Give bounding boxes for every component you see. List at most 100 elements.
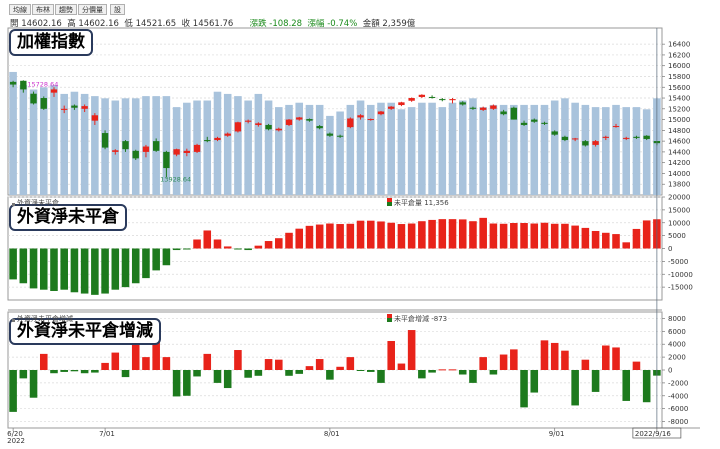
- pct-label: 漲幅: [307, 19, 325, 29]
- net-oi-bar: [520, 223, 528, 249]
- volume-bar: [295, 102, 304, 195]
- net-oi-bar: [305, 225, 314, 249]
- candle: [214, 136, 221, 142]
- change-value: -108.28: [269, 19, 303, 29]
- candle: [101, 130, 109, 150]
- candle-body: [265, 124, 272, 130]
- legend-swatch-icon: [387, 198, 392, 206]
- close-value: 14561.76: [192, 19, 234, 29]
- tab-bollinger[interactable]: 布林: [32, 4, 54, 15]
- delta-oi-bar: [581, 359, 590, 370]
- net-oi-bar: [223, 246, 232, 249]
- candle: [428, 95, 436, 99]
- net-oi-bar: [326, 223, 334, 249]
- candle: [520, 120, 528, 127]
- candle: [61, 105, 68, 114]
- volume-bar: [520, 104, 528, 195]
- candle-body: [193, 144, 201, 152]
- volume-bar: [70, 91, 79, 195]
- volume-bar: [9, 71, 17, 195]
- tab-price-volume[interactable]: 分價量: [78, 4, 107, 15]
- candle-body: [377, 111, 385, 115]
- candle-body: [561, 136, 569, 141]
- delta-oi-bar: [530, 370, 539, 393]
- delta-oi-bar: [326, 370, 334, 380]
- net-oi-bar: [80, 248, 89, 294]
- volume-bar: [612, 104, 620, 195]
- volume-bar: [642, 109, 651, 195]
- net-oi-bar: [50, 248, 58, 291]
- candle: [367, 118, 374, 121]
- net-oi-bar: [438, 219, 447, 249]
- open-value: 14602.16: [21, 19, 62, 29]
- net-oi-bar: [622, 242, 631, 249]
- candle: [602, 135, 609, 141]
- candle-body: [234, 122, 242, 132]
- tab-settings[interactable]: 設: [110, 4, 125, 15]
- candle-body: [152, 141, 160, 151]
- candle: [571, 137, 579, 142]
- candle: [633, 135, 640, 139]
- candle-body: [602, 136, 609, 138]
- delta-oi-bar: [101, 362, 109, 370]
- net-oi-bar: [346, 223, 355, 249]
- volume-bar: [29, 89, 38, 195]
- net-oi-bar: [244, 248, 252, 251]
- delta-oi-bar: [561, 350, 569, 370]
- net-oi-bar: [377, 221, 385, 249]
- net-oi-bar: [183, 248, 191, 250]
- candle: [173, 148, 180, 157]
- volume-bar: [111, 100, 120, 195]
- volume-bar: [254, 93, 263, 195]
- volume-bar: [244, 100, 252, 195]
- net-oi-bar: [213, 239, 222, 249]
- net-oi-bar: [29, 248, 38, 289]
- net-oi-bar: [479, 217, 487, 249]
- volume-bar: [346, 104, 355, 195]
- delta-oi-bar: [469, 370, 477, 383]
- candle-body: [520, 122, 528, 125]
- net-oi-bar: [458, 219, 467, 249]
- candle-body: [163, 151, 170, 169]
- y-tick-label: 16200: [668, 51, 690, 59]
- ohlc-readout: 開 14602.16 高 14602.16 低 14521.65 收 14561…: [10, 17, 415, 29]
- delta-oi-bar: [510, 349, 518, 370]
- candle-body: [61, 108, 68, 110]
- y-tick-label: -2000: [668, 379, 688, 387]
- delta-oi-bar: [571, 370, 579, 406]
- delta-oi-bar: [632, 361, 641, 370]
- net-oi-bar: [111, 248, 120, 290]
- net-oi-bar: [530, 223, 539, 249]
- delta-oi-bar: [275, 359, 283, 370]
- volume-bar: [479, 107, 487, 195]
- candle-body: [459, 102, 466, 105]
- candle-body: [316, 126, 323, 129]
- candle-body: [398, 102, 405, 106]
- candle-body: [336, 135, 344, 137]
- candle-body: [531, 119, 538, 122]
- tab-trend[interactable]: 趨勢: [55, 4, 77, 15]
- candle-body: [551, 131, 558, 135]
- amount-value: 2,359億: [382, 19, 416, 29]
- candle-body: [285, 119, 293, 125]
- candle-body: [306, 119, 313, 121]
- legend-net-left: 外資淨未平倉: [12, 198, 59, 208]
- tab-moving-average[interactable]: 均線: [9, 4, 31, 15]
- net-oi-bar: [60, 248, 68, 290]
- y-tick-label: 20000: [668, 194, 690, 202]
- legend-net-right-text: 未平倉量 11,356: [394, 199, 449, 207]
- pct-value: -0.74%: [327, 19, 358, 29]
- candle: [408, 97, 415, 102]
- candle-body: [50, 89, 58, 93]
- candle: [357, 114, 364, 120]
- delta-oi-bar: [489, 370, 498, 375]
- net-oi-bar: [39, 248, 48, 290]
- y-tick-label: 14800: [668, 127, 690, 135]
- volume-bar: [39, 87, 48, 195]
- candle: [285, 119, 293, 127]
- volume-bar: [305, 104, 314, 195]
- net-oi-bar: [499, 223, 508, 249]
- legend-delta-left-text: 外資淨未平倉增減: [17, 315, 73, 323]
- candle-body: [112, 150, 119, 152]
